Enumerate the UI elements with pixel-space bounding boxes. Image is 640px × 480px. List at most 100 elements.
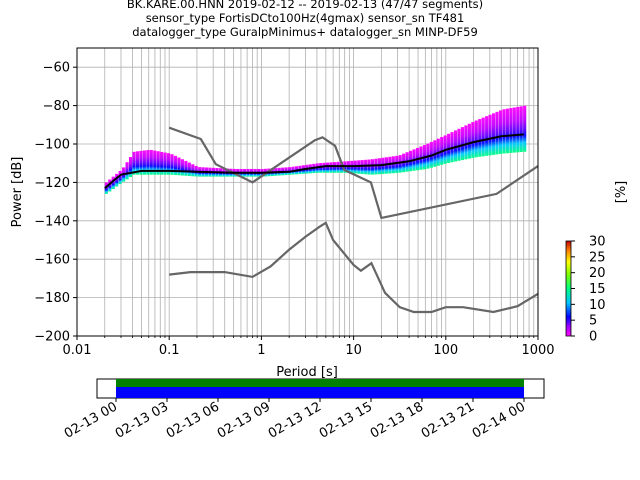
- plot-frame: [76, 47, 539, 337]
- x-tick-label: 10: [345, 343, 362, 358]
- psd-histogram-column: [118, 170, 122, 185]
- y-tick-label: −200: [34, 330, 70, 345]
- coverage-tick-label: 02-13 00: [62, 399, 120, 441]
- psd-histogram-column: [187, 162, 191, 177]
- x-tick-label: 0.1: [159, 343, 180, 358]
- psd-histogram-column: [360, 160, 364, 175]
- colorbar-tick-label: 10: [589, 298, 606, 313]
- coverage-data-strip: [116, 387, 524, 398]
- psd-histogram-column: [516, 106, 520, 153]
- y-axis-ticks: −60 −80 −100 −120 −140 −160 −180 −200: [34, 61, 77, 345]
- noise-model-low-curve: [169, 221, 538, 314]
- psd-histogram-column: [180, 159, 184, 176]
- psd-histogram-column: [149, 149, 153, 175]
- colorbar-label: [%]: [614, 181, 629, 204]
- psd-histogram-column: [135, 151, 140, 175]
- psd-histogram: [104, 105, 527, 194]
- psd-histogram-column: [495, 111, 499, 155]
- coverage-gaps-strip: [116, 379, 524, 387]
- colorbar-tick-label: 20: [589, 266, 606, 281]
- coverage-tick-label: 02-13 09: [215, 399, 273, 441]
- psd-histogram-column: [339, 161, 344, 173]
- psd-histogram-column: [336, 161, 340, 173]
- y-tick-label: −140: [34, 214, 70, 229]
- psd-histogram-column: [322, 162, 326, 173]
- psd-histogram-column: [153, 150, 157, 175]
- psd-histogram-column: [156, 151, 160, 175]
- psd-histogram-column: [108, 179, 112, 192]
- psd-histogram-column: [391, 156, 395, 174]
- x-axis-label: Period [s]: [276, 365, 338, 380]
- psd-histogram-column: [184, 160, 188, 176]
- chart-title-line-3: datalogger_type GuralpMinimus+ datalogge…: [132, 25, 478, 39]
- data-coverage-bar: [96, 378, 545, 399]
- y-tick-label: −60: [43, 61, 70, 76]
- psd-histogram-column: [146, 150, 150, 175]
- colorbar-tick-label: 30: [589, 235, 606, 250]
- psd-histogram-column: [115, 173, 119, 187]
- psd-histogram-column: [160, 151, 164, 175]
- colorbar-tick-label: 15: [589, 282, 606, 297]
- psd-histogram-column: [460, 127, 465, 161]
- coverage-tick-label: 02-13 03: [113, 399, 171, 441]
- y-tick-label: −180: [34, 291, 70, 306]
- x-tick-label: 100: [433, 343, 458, 358]
- colorbar-tick-label: 25: [589, 250, 606, 265]
- psd-histogram-column: [170, 154, 174, 175]
- psd-histogram-column: [491, 113, 496, 155]
- psd-histogram-column: [388, 156, 392, 174]
- psd-histogram-column: [519, 106, 523, 153]
- colorbar: [565, 240, 572, 337]
- y-tick-label: −100: [34, 138, 70, 153]
- psd-histogram-column: [132, 151, 136, 175]
- psd-histogram-column: [370, 159, 375, 175]
- psd-histogram-column: [502, 109, 506, 154]
- coverage-tick-label: 02-13 15: [317, 399, 375, 441]
- noise-model-high-curve: [168, 126, 538, 220]
- psd-histogram-column: [471, 122, 475, 158]
- psd-histogram-column: [367, 159, 371, 175]
- coverage-tick-label: 02-14 00: [470, 399, 528, 441]
- grid-lines: [76, 48, 538, 337]
- psd-histogram-column: [357, 160, 361, 174]
- psd-histogram-column: [125, 162, 129, 180]
- psd-histogram-column: [163, 152, 167, 175]
- coverage-tick-label: 02-13 12: [266, 399, 324, 441]
- psd-histogram-column: [474, 120, 478, 158]
- psd-histogram-column: [377, 158, 382, 175]
- y-axis-label: Power [dB]: [10, 157, 25, 228]
- psd-histogram-column: [384, 157, 388, 174]
- psd-histogram-column: [374, 158, 378, 175]
- psd-histogram-column: [329, 162, 333, 173]
- psd-histogram-column: [498, 110, 503, 154]
- psd-histogram-column: [326, 162, 330, 173]
- x-axis-ticks: 0.01 0.1 1 10 100 1000: [63, 336, 555, 358]
- coverage-tick-label: 02-13 18: [368, 399, 426, 441]
- x-tick-label: 1: [257, 343, 265, 358]
- y-tick-label: −80: [43, 99, 70, 114]
- coverage-tick-label: 02-13 21: [419, 399, 477, 441]
- psd-histogram-column: [395, 155, 399, 173]
- psd-histogram-column: [398, 155, 402, 173]
- psd-histogram-column: [488, 114, 492, 156]
- psd-histogram-column: [481, 117, 485, 157]
- psd-histogram-column: [523, 105, 527, 152]
- psd-histogram-column: [505, 108, 509, 154]
- curves: [104, 126, 538, 314]
- psd-histogram-column: [364, 159, 368, 175]
- x-tick-label: 0.01: [63, 343, 92, 358]
- y-tick-label: −120: [34, 176, 70, 191]
- coverage-tick-label: 02-13 06: [164, 399, 222, 441]
- chart-title-line-2: sensor_type FortisDCto100Hz(4gmax) senso…: [145, 11, 465, 25]
- psd-histogram-column: [457, 128, 461, 161]
- psd-histogram-column: [166, 153, 171, 175]
- psd-histogram-column: [332, 162, 337, 173]
- psd-histogram-column: [485, 116, 489, 156]
- mean-psd-curve: [104, 133, 524, 189]
- psd-histogram-column: [512, 107, 516, 153]
- psd-histogram-column: [464, 125, 468, 160]
- psd-histogram-column: [139, 150, 143, 175]
- psd-histogram-column: [128, 157, 133, 178]
